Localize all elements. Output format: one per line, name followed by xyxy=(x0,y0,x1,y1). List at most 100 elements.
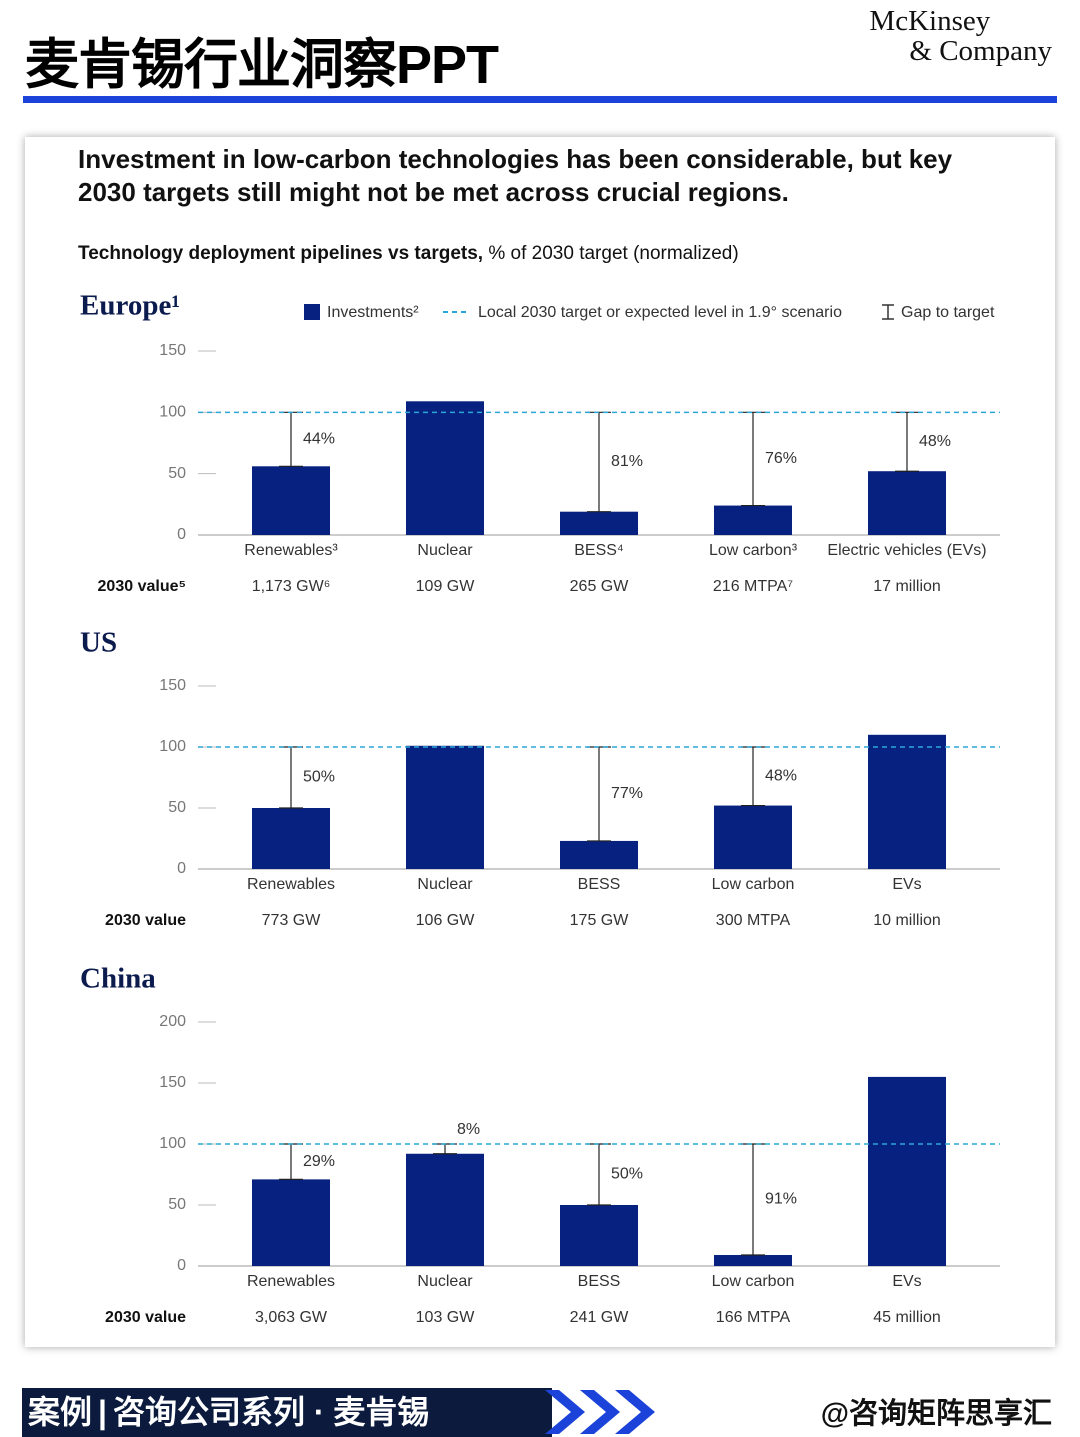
gap-bar xyxy=(741,411,765,507)
row-label: 2030 value⁵ xyxy=(98,578,186,595)
bar xyxy=(252,466,330,535)
logo-line: & Company xyxy=(909,35,1052,67)
y-tick-label: 150 xyxy=(159,342,186,359)
bar xyxy=(868,471,946,535)
gap-label: 48% xyxy=(919,433,951,450)
gap-bar xyxy=(279,411,303,467)
gap-label: 44% xyxy=(303,431,335,448)
chevron-icon xyxy=(545,1390,655,1434)
row-value: 265 GW xyxy=(570,578,630,595)
gap-label: 81% xyxy=(611,453,643,470)
subtitle-rest: % of 2030 target (normalized) xyxy=(488,243,739,264)
row-value: 175 GW xyxy=(570,912,630,929)
y-tick-label: 50 xyxy=(168,799,186,816)
bar xyxy=(714,805,792,869)
bar xyxy=(560,1205,638,1266)
y-tick-label: 200 xyxy=(159,1013,186,1030)
gap-bar xyxy=(741,1143,765,1256)
y-tick-label: 100 xyxy=(159,738,186,755)
bar xyxy=(560,840,638,869)
x-tick-label: EVs xyxy=(892,1273,921,1290)
footer-handle: @咨询矩阵思享汇 xyxy=(820,1398,1052,1430)
x-tick-label: BESS xyxy=(578,1273,621,1290)
y-tick-label: 50 xyxy=(168,465,186,482)
gap-bar xyxy=(279,746,303,809)
footer-box: 案例 | 咨询公司系列 · 麦肯锡 xyxy=(22,1388,552,1437)
chevrons xyxy=(545,1390,655,1434)
row-value: 300 MTPA xyxy=(716,912,791,929)
row-value: 45 million xyxy=(873,1309,941,1326)
gap-bar xyxy=(279,1143,303,1180)
row-value: 166 MTPA xyxy=(716,1309,791,1326)
x-tick-label: Nuclear xyxy=(417,876,473,893)
x-tick-label: Electric vehicles (EVs) xyxy=(827,542,986,559)
row-value: 10 million xyxy=(873,912,941,929)
legend-gap-icon xyxy=(882,304,894,320)
legend-label: Local 2030 target or expected level in 1… xyxy=(478,304,842,321)
row-label: 2030 value xyxy=(105,912,186,929)
row-value: 3,063 GW xyxy=(255,1309,328,1326)
footer-series: 咨询公司系列 · 麦肯锡 xyxy=(112,1394,430,1430)
x-tick-label: BESS xyxy=(578,876,621,893)
footer-tag: 案例 xyxy=(28,1394,93,1430)
x-tick-label: BESS⁴ xyxy=(574,542,624,559)
logo: McKinsey & Company xyxy=(869,6,1052,66)
bar xyxy=(406,401,484,535)
page-title: 麦肯锡行业洞察PPT xyxy=(25,35,499,95)
row-label: 2030 value xyxy=(105,1309,186,1326)
y-tick-label: 100 xyxy=(159,404,186,421)
x-tick-label: Low carbon xyxy=(712,1273,795,1290)
legend-label: Gap to target xyxy=(901,304,995,321)
gap-bar xyxy=(587,1143,611,1206)
x-tick-label: Low carbon xyxy=(712,876,795,893)
gap-bar xyxy=(741,746,765,807)
region-title: US xyxy=(80,627,117,659)
gap-label: 91% xyxy=(765,1191,797,1208)
header-rule xyxy=(23,96,1057,103)
x-tick-label: EVs xyxy=(892,876,921,893)
gap-label: 29% xyxy=(303,1153,335,1170)
legend-swatch xyxy=(304,304,320,320)
row-value: 17 million xyxy=(873,578,941,595)
gap-bar xyxy=(433,1143,457,1155)
row-value: 241 GW xyxy=(570,1309,630,1326)
y-tick-label: 150 xyxy=(159,1074,186,1091)
row-value: 103 GW xyxy=(416,1309,476,1326)
bar xyxy=(252,1179,330,1266)
gap-bar xyxy=(587,411,611,513)
bar xyxy=(714,1255,792,1266)
row-value: 106 GW xyxy=(416,912,476,929)
bar xyxy=(252,808,330,869)
subtitle-bold: Technology deployment pipelines vs targe… xyxy=(78,243,484,264)
row-value: 109 GW xyxy=(416,578,476,595)
gap-bar xyxy=(587,746,611,842)
legend-label: Investments² xyxy=(327,304,419,321)
gap-label: 76% xyxy=(765,450,797,467)
region-title: Europe¹ xyxy=(80,290,180,322)
y-tick-label: 100 xyxy=(159,1135,186,1152)
card-subtitle: Technology deployment pipelines vs targe… xyxy=(78,243,739,265)
gap-label: 50% xyxy=(303,769,335,786)
bar xyxy=(560,511,638,535)
region-title: China xyxy=(80,963,156,995)
gap-label: 50% xyxy=(611,1166,643,1183)
x-tick-label: Renewables³ xyxy=(244,542,338,559)
bar xyxy=(714,505,792,535)
row-value: 216 MTPA⁷ xyxy=(713,578,793,595)
y-tick-label: 0 xyxy=(177,526,186,543)
x-tick-label: Nuclear xyxy=(417,1273,473,1290)
bar xyxy=(868,1076,946,1266)
y-tick-label: 0 xyxy=(177,1257,186,1274)
y-tick-label: 50 xyxy=(168,1196,186,1213)
x-tick-label: Nuclear xyxy=(417,542,473,559)
gap-label: 48% xyxy=(765,767,797,784)
y-tick-label: 0 xyxy=(177,860,186,877)
gap-label: 77% xyxy=(611,785,643,802)
row-value: 773 GW xyxy=(262,912,322,929)
gap-bar xyxy=(895,411,919,472)
gap-label: 8% xyxy=(457,1121,480,1138)
bar xyxy=(868,734,946,869)
card-heading: Investment in low-carbon technologies ha… xyxy=(78,144,953,207)
